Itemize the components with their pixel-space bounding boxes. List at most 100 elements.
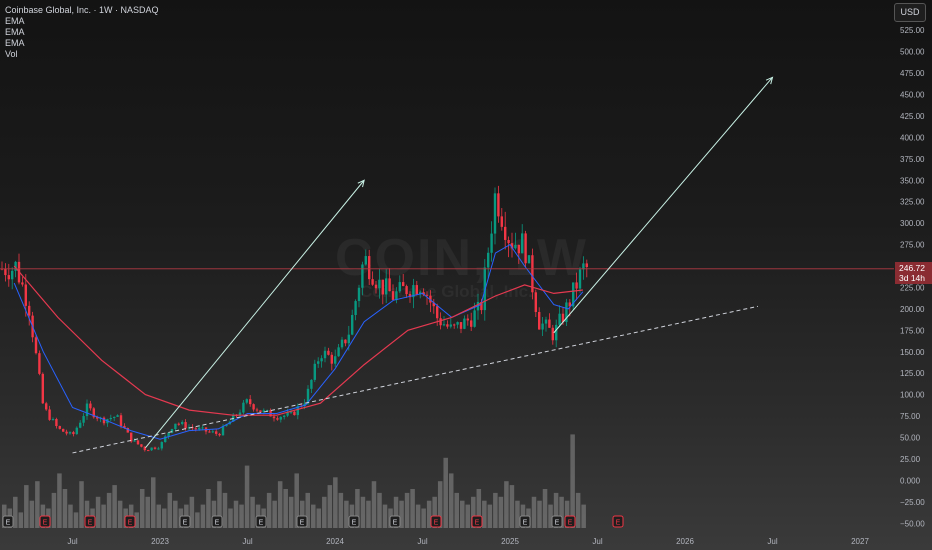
volume-bar — [106, 492, 112, 528]
indicator-ema-3[interactable]: EMA — [5, 38, 25, 48]
candle-body — [126, 428, 129, 433]
volume-bar — [29, 500, 35, 528]
indicator-volume[interactable]: Vol — [5, 49, 18, 59]
volume-bar — [266, 492, 272, 528]
candle-body — [79, 422, 82, 428]
candle-body — [446, 324, 449, 327]
price-tick-label: 500.00 — [900, 48, 925, 57]
candle-body — [51, 418, 55, 420]
volume-bar — [548, 504, 553, 528]
candle-body — [364, 256, 367, 265]
currency-button[interactable]: USD — [894, 3, 926, 22]
candle-body — [391, 291, 395, 300]
candle-body — [62, 428, 65, 432]
candle-body — [211, 431, 214, 433]
candle-body — [337, 347, 340, 357]
candle-body — [225, 424, 228, 427]
volume-bar — [277, 481, 283, 528]
candle-body — [133, 440, 136, 442]
volume-bar — [327, 485, 333, 528]
volume-bar — [360, 496, 366, 528]
candle-body — [548, 319, 551, 328]
candle-body — [327, 350, 330, 355]
candle-body — [480, 301, 483, 311]
candle-body — [266, 410, 269, 412]
volume-bar — [35, 481, 40, 528]
candle-body — [116, 415, 119, 417]
candle-body — [351, 314, 354, 335]
candle-body — [517, 244, 520, 254]
candle-body — [293, 411, 296, 416]
candle-body — [323, 350, 327, 359]
volume-bar — [95, 496, 101, 528]
earnings-marker: E — [179, 515, 191, 528]
indicator-ema-1[interactable]: EMA — [5, 16, 25, 26]
candle-body — [215, 431, 218, 434]
symbol-title[interactable]: Coinbase Global, Inc. · 1W · NASDAQ — [5, 5, 159, 15]
candle-body — [388, 278, 391, 292]
volume-bar — [150, 477, 156, 528]
candle-body — [181, 422, 184, 424]
candle-body — [558, 313, 561, 325]
volume-bar — [112, 485, 117, 528]
last-price-tag: 246.72 3d 14h — [895, 262, 932, 284]
candle-body — [306, 388, 310, 404]
price-tick-label: 150.00 — [900, 348, 925, 357]
volume-bar — [145, 496, 150, 528]
svg-text:E: E — [352, 520, 357, 527]
arrow-head — [765, 76, 774, 85]
candle-body — [555, 324, 558, 341]
volume-bar — [167, 492, 173, 528]
candle-body — [259, 410, 262, 413]
price-tick-label: 0.000 — [900, 476, 921, 485]
candle-body — [412, 285, 415, 298]
time-tick-label: Jul — [417, 537, 427, 546]
ema-fast-line — [13, 243, 584, 440]
candle-body — [143, 446, 146, 451]
candle-body — [572, 282, 575, 307]
candle-body — [568, 302, 571, 307]
svg-text:E: E — [259, 520, 264, 527]
candle-body — [493, 193, 497, 234]
volume-bar — [333, 477, 338, 528]
earnings-marker: E — [519, 515, 531, 528]
volume-bar — [581, 504, 586, 528]
candle-body — [58, 426, 61, 429]
candle-body — [453, 324, 456, 326]
candle-body — [551, 327, 554, 341]
ema-slow-line — [13, 265, 583, 416]
price-tick-label: 425.00 — [900, 112, 925, 121]
candle-body — [490, 233, 493, 253]
svg-text:E: E — [434, 520, 439, 527]
candle-body — [255, 409, 259, 411]
volume-bar — [553, 492, 559, 528]
volume-bar — [139, 489, 145, 528]
candle-body — [34, 337, 38, 354]
candle-body — [4, 268, 7, 276]
candle-body — [354, 301, 357, 315]
volume-bar — [162, 508, 167, 528]
support-trendline — [72, 305, 759, 454]
candle-body — [320, 358, 323, 362]
candle-body — [85, 403, 89, 417]
name-watermark: Coinbase Global, Inc. — [360, 282, 533, 301]
price-tick-label: 50.00 — [900, 434, 921, 443]
volume-bar — [156, 504, 162, 528]
candle-body — [507, 239, 510, 244]
candle-body — [279, 417, 282, 420]
volume-bars — [2, 434, 586, 528]
volume-bar — [211, 500, 217, 528]
svg-text:E: E — [393, 520, 398, 527]
candle-body — [7, 275, 10, 280]
volume-bar — [233, 500, 239, 528]
time-tick-label: Jul — [67, 537, 77, 546]
candle-body — [272, 416, 276, 419]
candle-body — [585, 263, 588, 268]
indicator-ema-2[interactable]: EMA — [5, 27, 25, 37]
arrow-head — [357, 179, 365, 188]
candle-body — [89, 403, 92, 409]
volume-bar — [117, 500, 123, 528]
svg-text:E: E — [555, 520, 560, 527]
